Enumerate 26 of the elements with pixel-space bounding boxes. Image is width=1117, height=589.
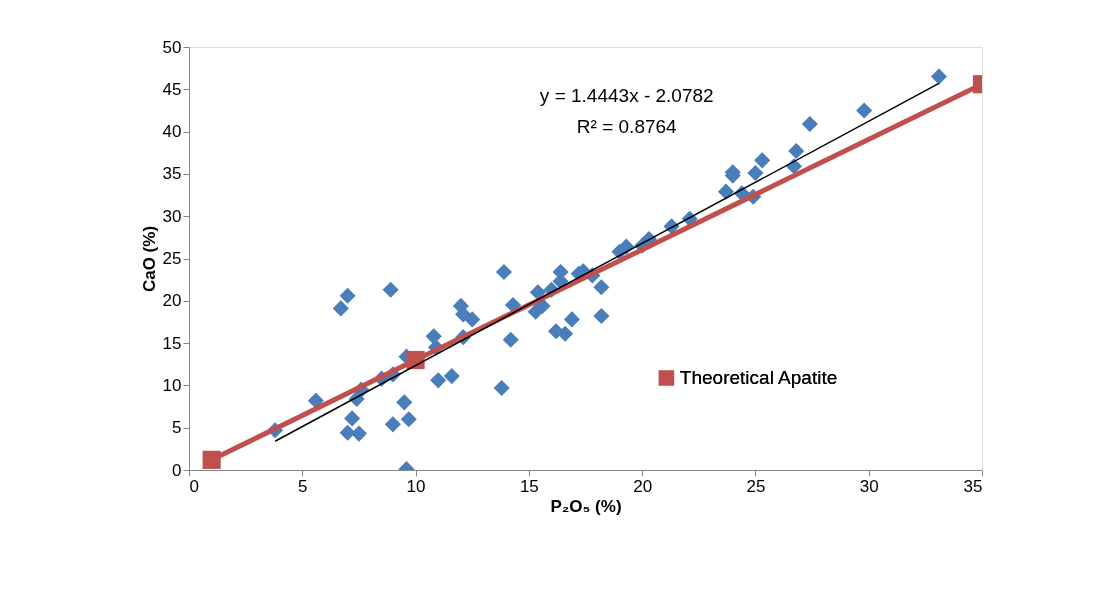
legend-label: Theoretical Apatite xyxy=(679,366,838,388)
x-tick-label: 15 xyxy=(519,476,539,496)
x-tick-label: 0 xyxy=(189,476,199,496)
y-tick-label: 10 xyxy=(162,375,182,395)
y-tick-label: 25 xyxy=(162,249,182,268)
annotation: y = 1.4443x - 2.0782 xyxy=(539,85,714,106)
x-tick-label: 10 xyxy=(406,476,426,496)
y-tick-label: 20 xyxy=(162,291,182,311)
y-tick-label: 40 xyxy=(162,122,182,142)
y-tick-label: 45 xyxy=(162,79,182,99)
point xyxy=(406,350,425,370)
point xyxy=(202,450,221,469)
x-axis-title: P₂O₅ (%) xyxy=(550,496,622,516)
y-tick-label: 50 xyxy=(162,37,182,57)
x-tick-label: 35 xyxy=(963,476,983,496)
x-tick-label: 30 xyxy=(859,476,879,496)
y-tick-label: 5 xyxy=(172,418,182,438)
x-tick-label: 25 xyxy=(746,476,766,496)
x-tick-label: 20 xyxy=(633,476,653,496)
x-tick-label: 5 xyxy=(298,476,308,496)
y-tick-label: 15 xyxy=(162,333,182,353)
y-axis-title: CaO (%) xyxy=(139,225,159,293)
y-tick-label: 30 xyxy=(162,206,182,226)
y-tick-label: 0 xyxy=(172,460,182,480)
y-tick-label: 35 xyxy=(162,164,182,184)
annotation: R² = 0.8764 xyxy=(576,116,678,137)
